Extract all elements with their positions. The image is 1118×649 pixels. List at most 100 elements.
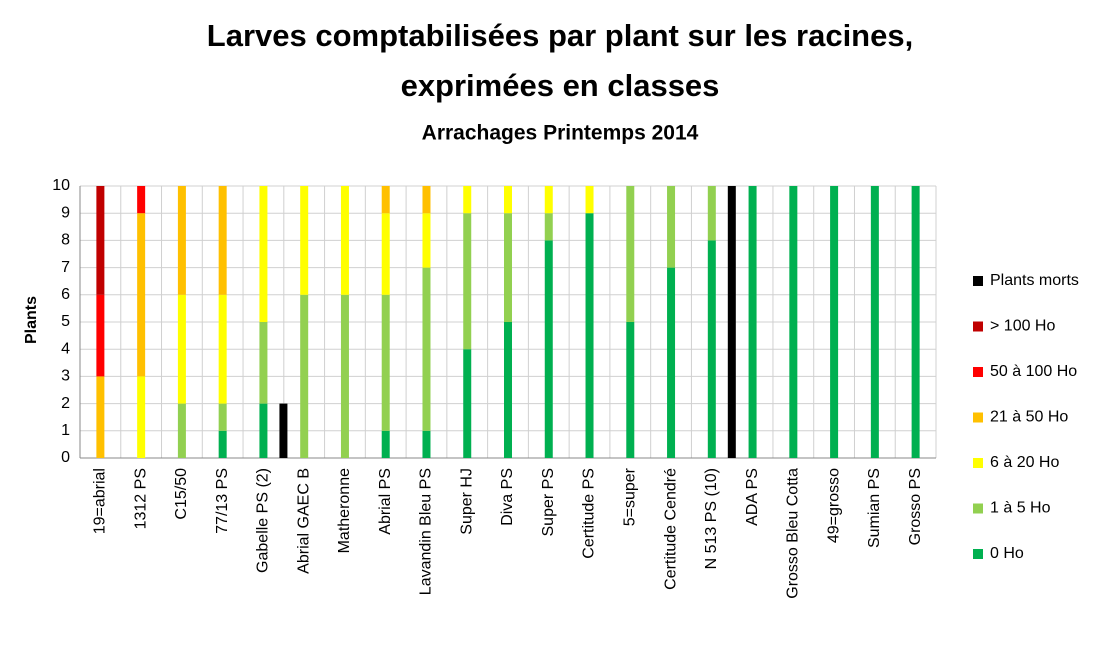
- chart-title: Larves comptabilisées par plant sur les …: [207, 18, 913, 53]
- legend-swatch: [973, 503, 983, 514]
- bar-segment: [218, 186, 227, 295]
- legend-label: 0 Ho: [990, 545, 1024, 562]
- bar-segment: [137, 213, 146, 377]
- legend-swatch: [973, 549, 983, 559]
- x-tick-label: ADA PS: [744, 468, 761, 526]
- x-tick-label: Certitude PS: [581, 468, 598, 559]
- bar-segment: [707, 186, 716, 241]
- bar-segment: [422, 430, 431, 458]
- bar-segment: [279, 403, 288, 458]
- legend-swatch: [973, 321, 983, 332]
- bar-segment: [259, 186, 268, 322]
- x-tick-label: Sumian PS: [866, 468, 883, 548]
- bar-segment: [626, 322, 635, 458]
- y-tick-label: 5: [61, 313, 70, 330]
- bar-segment: [218, 294, 227, 404]
- x-tick-label: Grosso Bleu Cotta: [785, 468, 802, 599]
- y-tick-label: 2: [61, 395, 70, 412]
- y-tick-label: 6: [61, 286, 70, 303]
- bar-segment: [177, 186, 186, 295]
- y-tick-label: 8: [61, 232, 70, 249]
- bar-segment: [96, 186, 105, 295]
- y-tick-label: 3: [61, 368, 70, 385]
- bar-segment: [626, 186, 635, 322]
- bar-segment: [177, 294, 186, 404]
- bar-segment: [381, 294, 390, 431]
- bar-segment: [544, 213, 553, 241]
- bar-segment: [300, 294, 309, 458]
- bar-segment: [422, 213, 431, 268]
- bar-segment: [667, 267, 676, 458]
- bar-segment: [340, 186, 349, 295]
- x-tick-label: Super PS: [540, 468, 557, 536]
- bar-segment: [300, 186, 309, 295]
- bar-segment: [585, 186, 594, 214]
- y-tick-label: 0: [61, 449, 70, 466]
- bar-segment: [340, 294, 349, 458]
- x-tick-label: Gabelle PS (2): [255, 468, 272, 573]
- bar-segment: [544, 186, 553, 214]
- bar-segment: [259, 403, 268, 458]
- y-axis-label: Plants: [23, 296, 40, 344]
- legend-label: 21 à 50 Ho: [990, 409, 1068, 426]
- x-tick-label: Matheronne: [336, 468, 353, 553]
- bar-segment: [727, 186, 736, 458]
- x-tick-label: Certitude Cendré: [662, 468, 679, 590]
- x-tick-label: 1312 PS: [132, 468, 149, 529]
- x-tick-label: Super HJ: [458, 468, 475, 535]
- bar-segment: [585, 213, 594, 458]
- bar-segment: [137, 186, 146, 214]
- bar-segment: [96, 294, 105, 377]
- bar-segment: [463, 213, 472, 350]
- bar-segment: [544, 240, 553, 458]
- legend-swatch: [973, 412, 983, 423]
- bar-segment: [463, 349, 472, 458]
- bar-segment: [870, 186, 879, 458]
- bar-segment: [504, 322, 512, 458]
- x-tick-label: N 513 PS (10): [703, 468, 720, 569]
- legend-label: 6 à 20 Ho: [990, 454, 1059, 471]
- y-tick-label: 4: [61, 340, 70, 357]
- y-tick-label: 7: [61, 259, 70, 276]
- legend-label: Plants morts: [990, 272, 1079, 289]
- bar-segment: [463, 186, 472, 214]
- bar-segment: [422, 267, 431, 431]
- x-tick-label: 5=super: [622, 467, 639, 526]
- bar-segment: [707, 240, 716, 458]
- bar-segment: [259, 322, 268, 404]
- chart-title: exprimées en classes: [401, 68, 720, 103]
- legend-label: > 100 Ho: [990, 318, 1055, 335]
- legend-swatch: [973, 276, 983, 286]
- bar-segment: [218, 403, 227, 431]
- bar-segment: [830, 186, 839, 458]
- bar-segment: [911, 186, 920, 458]
- bar-segment: [422, 186, 431, 214]
- bar-segment: [381, 186, 390, 214]
- x-tick-label: Diva PS: [499, 468, 516, 526]
- x-tick-label: Abrial GAEC B: [295, 468, 312, 574]
- bar-segment: [667, 186, 676, 268]
- legend-swatch: [973, 458, 983, 468]
- x-tick-label: 49=grosso: [825, 468, 842, 543]
- legend-swatch: [973, 367, 983, 377]
- bar-segment: [748, 186, 757, 458]
- chart-subtitle: Arrachages Printemps 2014: [422, 122, 699, 145]
- bar-segment: [177, 403, 186, 458]
- x-tick-label: 77/13 PS: [214, 468, 231, 534]
- y-tick-label: 1: [61, 422, 70, 439]
- bar-segment: [137, 376, 146, 458]
- x-tick-label: 19=abrial: [92, 468, 109, 534]
- bar-segment: [504, 213, 512, 322]
- bar-segment: [789, 186, 798, 458]
- x-tick-label: C15/50: [173, 468, 190, 520]
- x-tick-label: Lavandin Bleu PS: [418, 468, 435, 595]
- y-tick-label: 10: [52, 177, 70, 194]
- x-tick-label: Abrial PS: [377, 468, 394, 535]
- bar-segment: [504, 186, 512, 214]
- bar-segment: [381, 430, 390, 458]
- bar-segment: [96, 376, 105, 458]
- bar-segment: [218, 430, 227, 458]
- legend-label: 1 à 5 Ho: [990, 500, 1051, 517]
- y-tick-label: 9: [61, 204, 70, 221]
